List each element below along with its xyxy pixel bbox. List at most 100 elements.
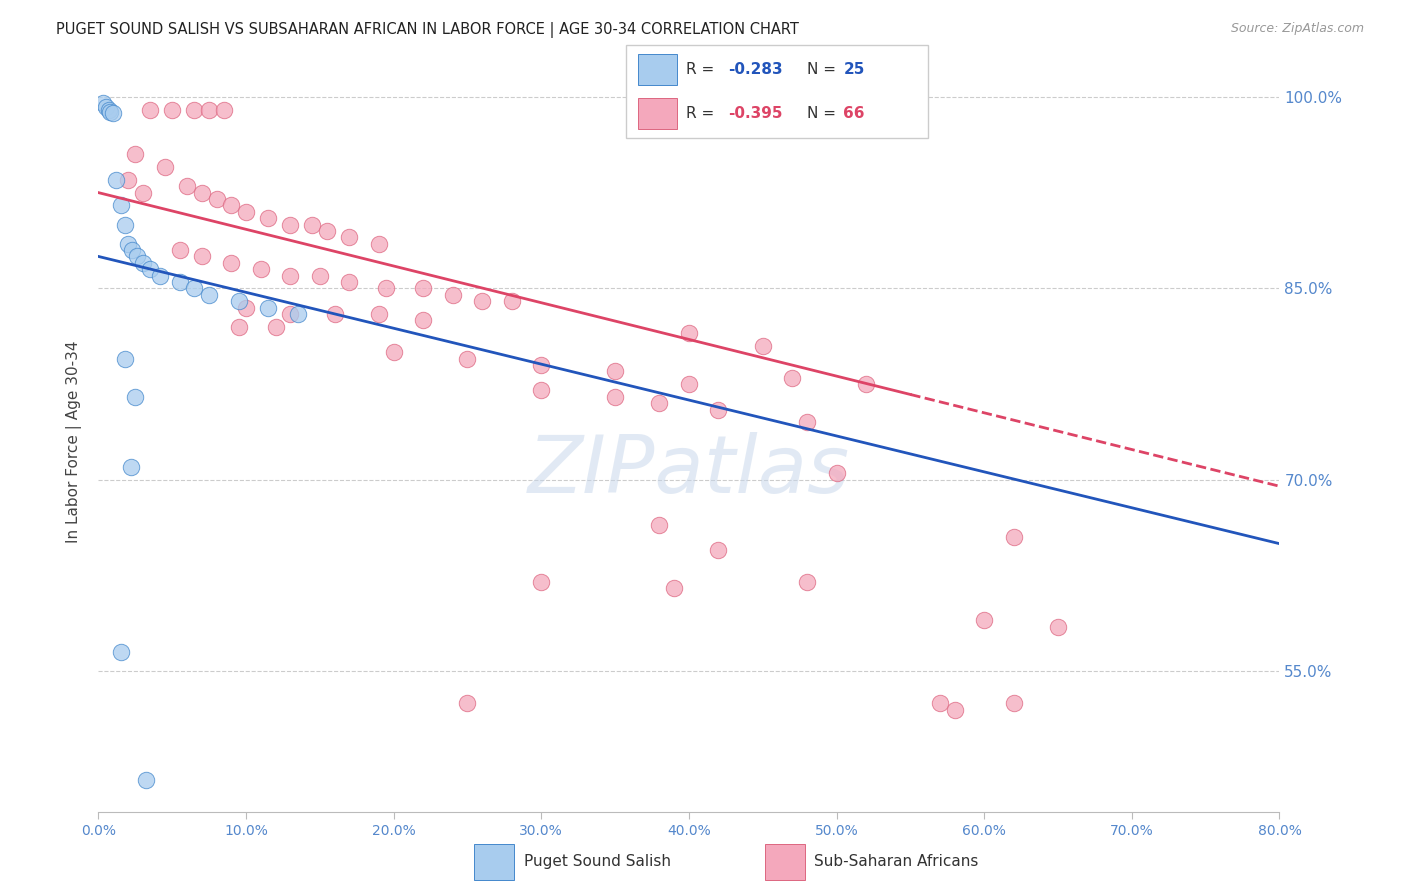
Point <box>471 294 494 309</box>
Point <box>114 218 136 232</box>
Point <box>441 287 464 301</box>
Point <box>124 147 146 161</box>
Y-axis label: In Labor Force | Age 30-34: In Labor Force | Age 30-34 <box>66 340 83 543</box>
Point <box>264 319 287 334</box>
Point <box>530 384 553 398</box>
Point <box>125 249 148 264</box>
Point <box>368 307 391 321</box>
Point <box>530 574 553 589</box>
Point <box>110 198 132 212</box>
Point <box>221 256 243 270</box>
Point <box>139 262 162 277</box>
Point <box>103 106 125 120</box>
Point <box>212 103 235 117</box>
Point <box>235 204 257 219</box>
Point <box>110 645 132 659</box>
Point <box>412 281 434 295</box>
Point <box>530 358 553 372</box>
Point <box>605 390 627 404</box>
Point <box>412 313 434 327</box>
Text: -0.283: -0.283 <box>728 62 783 77</box>
Point <box>943 703 966 717</box>
Point <box>648 396 671 410</box>
Point <box>707 402 730 417</box>
Point <box>183 103 205 117</box>
Point <box>796 416 818 430</box>
Point <box>132 256 155 270</box>
Point <box>339 275 360 289</box>
Point <box>678 377 700 392</box>
Point <box>707 543 730 558</box>
Point <box>198 287 221 301</box>
Point <box>191 249 214 264</box>
Point <box>169 243 191 257</box>
Point <box>664 582 686 596</box>
Point <box>257 211 280 226</box>
Point <box>250 262 273 277</box>
Text: N =: N = <box>807 106 841 121</box>
Point <box>456 696 478 710</box>
Point <box>191 186 214 200</box>
Point <box>198 103 221 117</box>
Point <box>605 364 627 378</box>
Point <box>1002 530 1025 544</box>
Text: Source: ZipAtlas.com: Source: ZipAtlas.com <box>1230 22 1364 36</box>
Point <box>98 105 121 120</box>
Text: PUGET SOUND SALISH VS SUBSAHARAN AFRICAN IN LABOR FORCE | AGE 30-34 CORRELATION : PUGET SOUND SALISH VS SUBSAHARAN AFRICAN… <box>56 22 799 38</box>
Point <box>139 103 162 117</box>
Point <box>228 294 250 309</box>
Point <box>316 224 339 238</box>
Point <box>339 230 360 244</box>
Point <box>368 236 391 251</box>
Point <box>309 268 332 283</box>
Text: Sub-Saharan Africans: Sub-Saharan Africans <box>814 855 979 869</box>
Bar <box>765 844 806 880</box>
Point <box>205 192 228 206</box>
Point <box>91 96 114 111</box>
Bar <box>638 54 678 85</box>
Point <box>751 339 773 353</box>
Text: N =: N = <box>807 62 841 77</box>
Point <box>375 281 398 295</box>
Point <box>1002 696 1025 710</box>
Text: R =: R = <box>686 62 720 77</box>
Point <box>796 574 818 589</box>
Point <box>117 236 139 251</box>
Point <box>825 467 848 481</box>
Point <box>278 268 302 283</box>
Point <box>1046 619 1069 633</box>
Text: -0.395: -0.395 <box>728 106 783 121</box>
Point <box>169 275 191 289</box>
Text: R =: R = <box>686 106 720 121</box>
Point <box>132 186 155 200</box>
Point <box>501 294 523 309</box>
Point <box>278 218 302 232</box>
Point <box>928 696 950 710</box>
Point <box>323 307 346 321</box>
Point <box>162 103 183 117</box>
Point <box>235 301 257 315</box>
Point <box>97 103 120 117</box>
Point <box>278 307 302 321</box>
Point <box>114 351 136 366</box>
Point <box>257 301 280 315</box>
Text: 66: 66 <box>844 106 865 121</box>
Point <box>135 772 157 787</box>
Point <box>782 370 804 384</box>
Point <box>124 390 146 404</box>
Point <box>121 243 143 257</box>
Point <box>456 351 478 366</box>
Point <box>973 613 995 627</box>
Point <box>183 281 205 295</box>
Bar <box>474 844 515 880</box>
Point <box>221 198 243 212</box>
Point <box>228 319 250 334</box>
FancyBboxPatch shape <box>626 45 928 138</box>
Text: 25: 25 <box>844 62 865 77</box>
Bar <box>638 98 678 129</box>
Point <box>648 517 671 532</box>
Point <box>94 100 117 114</box>
Point <box>149 268 172 283</box>
Point <box>117 173 139 187</box>
Point <box>153 160 176 174</box>
